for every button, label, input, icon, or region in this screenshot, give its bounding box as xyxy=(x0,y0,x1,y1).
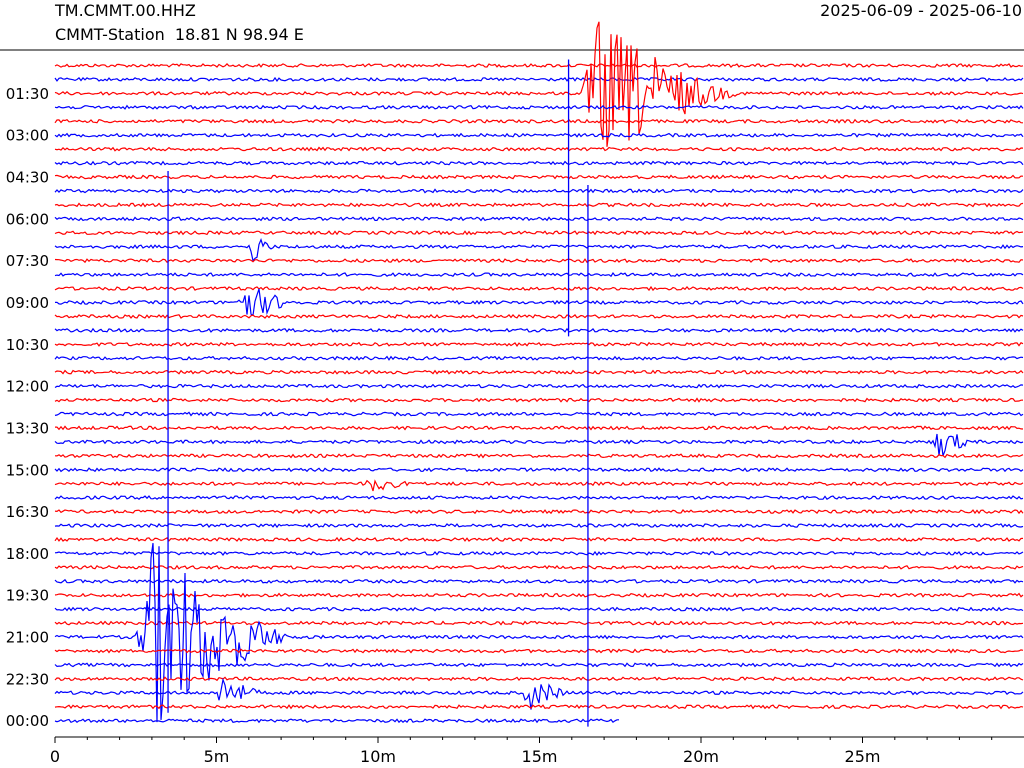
y-label: 21:00 xyxy=(6,629,49,647)
y-label: 15:00 xyxy=(6,461,49,479)
trace-row-17 xyxy=(54,285,1024,292)
y-label: 22:30 xyxy=(6,670,49,688)
x-tick-label: 20m xyxy=(683,747,719,766)
trace-row-21 xyxy=(54,341,1024,347)
y-label: 10:30 xyxy=(6,336,49,354)
trace-row-36 xyxy=(54,550,1024,557)
trace-row-4 xyxy=(54,104,1024,110)
trace-row-35 xyxy=(54,536,1024,542)
x-tick-label: 0 xyxy=(50,747,60,766)
y-label: 19:30 xyxy=(6,587,49,605)
trace-row-31 xyxy=(54,479,1024,492)
trace-row-48 xyxy=(54,718,619,724)
y-label: 09:00 xyxy=(6,294,49,312)
x-tick-label: 10m xyxy=(360,747,396,766)
trace-row-3 xyxy=(54,21,1024,147)
x-axis: 0 5m 10m 15m 20m 25m xyxy=(50,736,1024,766)
station-info: CMMT-Station 18.81 N 98.94 E xyxy=(55,25,304,44)
trace-row-7 xyxy=(54,146,1024,152)
y-label: 01:30 xyxy=(6,85,49,103)
x-tick-label: 5m xyxy=(204,747,230,766)
trace-row-45 xyxy=(54,676,1024,682)
trace-row-14 xyxy=(54,237,1024,263)
trace-row-26 xyxy=(54,411,1024,417)
y-label: 07:30 xyxy=(6,252,49,270)
trace-row-20 xyxy=(54,327,1024,333)
trace-row-32 xyxy=(54,495,1024,501)
trace-row-2 xyxy=(54,76,1024,82)
y-label: 06:00 xyxy=(6,210,49,228)
x-tick-label: 25m xyxy=(845,747,881,766)
y-label: 16:30 xyxy=(6,503,49,521)
x-tick-label: 15m xyxy=(522,747,558,766)
y-label: 00:00 xyxy=(6,712,49,730)
trace-row-12 xyxy=(54,216,1024,222)
y-label: 18:00 xyxy=(6,545,49,563)
trace-row-41 xyxy=(54,620,1024,626)
trace-row-19 xyxy=(54,313,1024,319)
y-label: 12:00 xyxy=(6,378,49,396)
y-label: 13:30 xyxy=(6,419,49,437)
trace-row-38 xyxy=(54,578,1024,584)
trace-row-40 xyxy=(54,606,1024,612)
trace-row-22 xyxy=(54,355,1024,361)
trace-row-23 xyxy=(54,369,1024,375)
trace-row-11 xyxy=(54,202,1024,208)
trace-row-18 xyxy=(54,288,1024,317)
trace-row-24 xyxy=(54,383,1024,389)
trace-row-33 xyxy=(54,509,1024,515)
trace-row-28 xyxy=(54,433,1024,457)
trace-row-44 xyxy=(54,662,1024,668)
trace-row-37 xyxy=(54,564,1024,570)
trace-row-5 xyxy=(54,118,1024,124)
trace-row-25 xyxy=(54,397,1024,403)
trace-row-16 xyxy=(54,271,1024,278)
trace-row-43 xyxy=(54,648,1024,654)
trace-rows xyxy=(54,21,1024,727)
y-label: 03:00 xyxy=(6,127,49,145)
trace-row-6 xyxy=(54,132,1024,138)
y-axis-time-labels: 01:30 03:00 04:30 06:00 07:30 09:00 10:30 12:00… xyxy=(6,85,49,730)
trace-row-30 xyxy=(54,467,1024,473)
trace-row-8 xyxy=(54,160,1024,166)
trace-row-42 xyxy=(54,543,1024,723)
trace-row-27 xyxy=(55,425,1024,431)
channel-title: TM.CMMT.00.HHZ xyxy=(55,1,196,20)
trace-row-39 xyxy=(54,592,1024,598)
trace-row-13 xyxy=(54,230,1024,236)
trace-row-1 xyxy=(54,63,1024,69)
trace-row-34 xyxy=(54,522,1024,529)
date-range: 2025-06-09 - 2025-06-10 xyxy=(820,1,1022,20)
trace-row-29 xyxy=(54,453,1024,459)
trace-row-9 xyxy=(54,174,1024,180)
trace-row-10 xyxy=(54,188,1024,194)
trace-row-47 xyxy=(54,704,1024,710)
trace-row-15 xyxy=(54,258,1024,264)
y-label: 04:30 xyxy=(6,169,49,187)
trace-row-46 xyxy=(54,677,1024,710)
